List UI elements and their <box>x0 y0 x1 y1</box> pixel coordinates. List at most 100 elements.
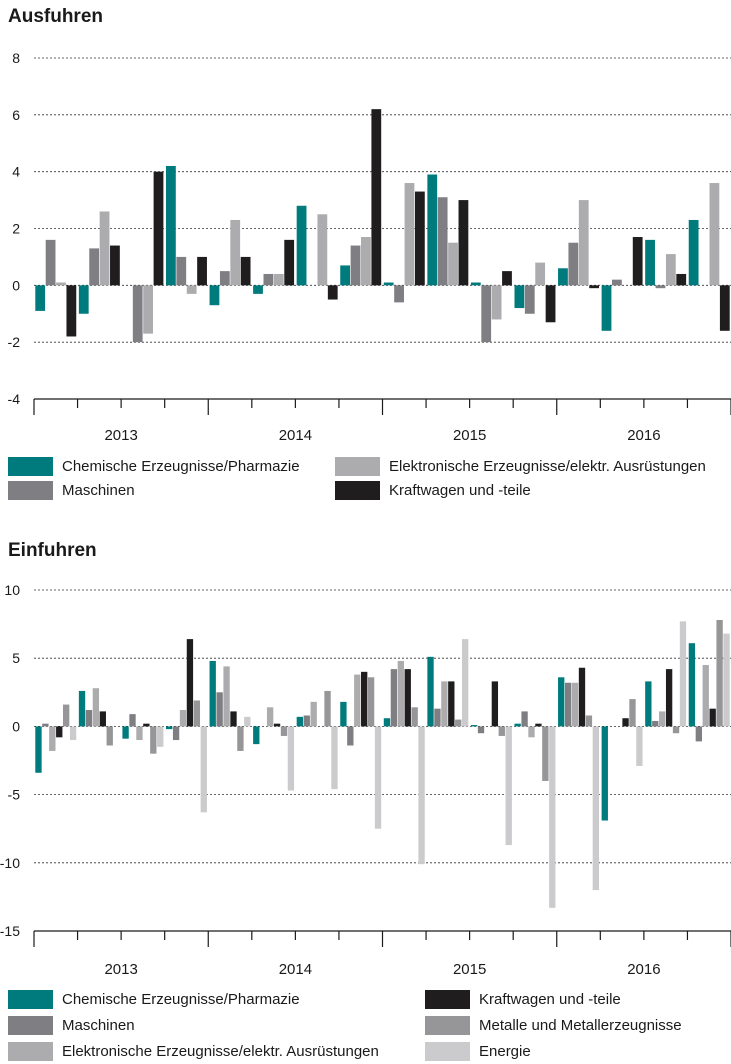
bar <box>327 285 338 300</box>
bar <box>702 665 709 727</box>
bar <box>244 716 251 727</box>
bar <box>216 692 223 727</box>
bar <box>150 726 157 754</box>
bar <box>49 726 56 751</box>
bar <box>636 726 643 766</box>
bar <box>172 726 180 741</box>
bar <box>303 715 310 727</box>
bar <box>143 285 153 334</box>
bar <box>505 726 512 846</box>
bar <box>99 711 106 727</box>
bar <box>56 282 66 286</box>
bar <box>622 718 629 727</box>
bar <box>672 726 680 734</box>
bar <box>709 708 716 727</box>
x-year-label: 2016 <box>627 961 660 978</box>
bar <box>45 239 56 286</box>
bar <box>230 219 241 286</box>
bar <box>253 726 260 745</box>
bar <box>461 639 469 727</box>
bar <box>340 701 347 727</box>
bar <box>367 677 375 727</box>
y-tick-label: -5 <box>8 787 21 803</box>
bar <box>165 726 173 730</box>
bar <box>502 271 512 286</box>
bar <box>498 726 505 736</box>
bar <box>110 245 120 286</box>
bar <box>186 285 197 294</box>
bar <box>632 237 643 286</box>
bar <box>176 256 187 286</box>
bar <box>66 285 77 337</box>
bar <box>219 271 230 286</box>
bar <box>470 725 478 727</box>
bar <box>448 681 455 727</box>
bar <box>394 285 404 303</box>
bar <box>317 214 328 286</box>
bar <box>179 710 187 727</box>
bar <box>78 285 89 314</box>
bar <box>414 191 425 286</box>
bar <box>477 726 485 734</box>
bar <box>521 711 528 727</box>
bar <box>404 183 415 286</box>
bar <box>645 239 655 286</box>
bar <box>85 710 93 727</box>
bar <box>209 285 220 306</box>
bar <box>374 726 382 829</box>
bar <box>143 723 150 727</box>
bar <box>273 273 284 286</box>
bar <box>280 726 288 736</box>
bar <box>230 711 237 727</box>
bar <box>695 726 702 742</box>
bar <box>491 285 502 320</box>
bar <box>361 671 368 727</box>
bar <box>571 682 579 727</box>
bar <box>652 720 659 727</box>
bar <box>470 282 481 286</box>
bar <box>35 726 42 773</box>
bar <box>383 718 391 727</box>
bar <box>629 699 636 727</box>
bar <box>35 285 46 311</box>
bar <box>709 183 720 286</box>
bar <box>371 109 382 286</box>
y-tick-label: 0 <box>12 277 20 293</box>
bar <box>688 219 699 286</box>
bar <box>69 726 77 741</box>
bar <box>578 200 589 286</box>
y-tick-label: -2 <box>8 334 21 350</box>
x-year-label: 2016 <box>627 427 660 444</box>
bar <box>129 714 136 727</box>
bar <box>455 719 462 727</box>
bar <box>458 200 469 286</box>
bar <box>612 279 622 286</box>
bar <box>273 723 281 727</box>
bar <box>441 681 448 727</box>
bar <box>56 726 63 738</box>
bar <box>165 165 176 286</box>
bar <box>723 633 730 727</box>
bar <box>665 669 673 727</box>
bar <box>427 174 438 286</box>
bar <box>404 669 411 727</box>
x-year-label: 2014 <box>279 961 312 978</box>
bar <box>186 639 194 727</box>
bar <box>340 265 351 286</box>
ausfuhren-chart: 8 6 4 2 0 -2 -4 2013 2014 2015 2016 <box>8 50 731 444</box>
bar <box>427 656 434 727</box>
y-tick-label: 2 <box>12 221 20 237</box>
chart-title-ausfuhren: Ausfuhren <box>8 6 103 27</box>
bar <box>448 242 458 286</box>
bar <box>676 273 687 286</box>
bar <box>223 666 230 727</box>
bar <box>266 707 274 727</box>
bar <box>411 707 418 727</box>
bar <box>253 285 263 294</box>
x-year-label: 2014 <box>279 427 312 444</box>
bar <box>383 282 394 286</box>
bar <box>63 704 70 727</box>
bar <box>99 211 110 286</box>
bar <box>89 248 100 286</box>
